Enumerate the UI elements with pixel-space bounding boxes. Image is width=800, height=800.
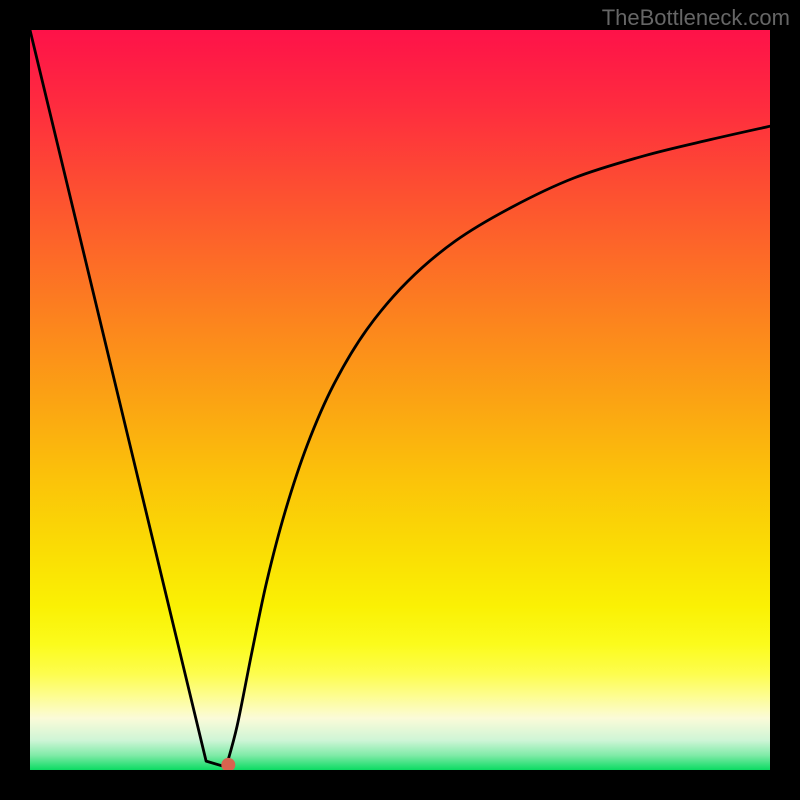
bottleneck-curve	[30, 30, 770, 767]
watermark-text: TheBottleneck.com	[602, 5, 790, 31]
stage: TheBottleneck.com	[0, 0, 800, 800]
plot-svg	[30, 30, 770, 770]
optimum-marker	[221, 758, 235, 770]
chart-frame	[0, 0, 800, 800]
